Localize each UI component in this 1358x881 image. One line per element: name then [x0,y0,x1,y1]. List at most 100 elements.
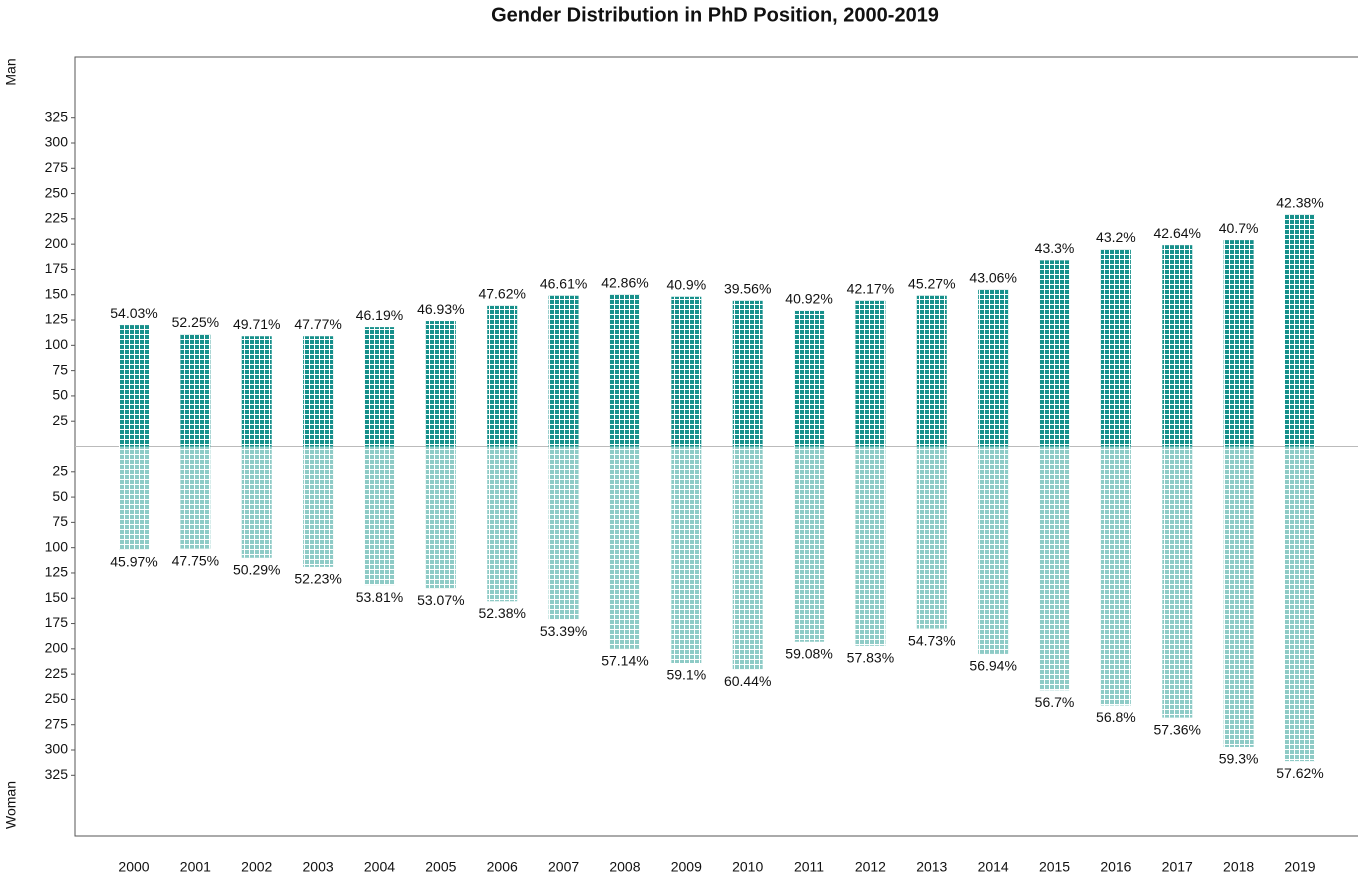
y-tick-label: 300 [45,741,69,757]
share-label: 54.03% [110,305,157,321]
bar-cells [487,305,518,447]
bar-cells [1223,240,1254,447]
share-label: 45.27% [908,275,955,291]
bar-cells [364,327,395,447]
y-label-top: Man [3,58,19,85]
share-label: 42.86% [601,274,648,290]
bar-cells [671,446,702,664]
y-label-bottom: Woman [3,781,19,829]
share-label: 56.8% [1096,709,1136,725]
x-tick-label: 2003 [303,859,334,875]
share-label: 39.56% [724,281,771,297]
bar-cells [180,334,211,447]
share-label: 46.19% [356,307,403,323]
bar-cells [1100,249,1131,447]
x-tick-label: 2008 [609,859,640,875]
y-tick-label: 250 [45,690,69,706]
bar-cells [855,446,886,646]
y-tick-label: 150 [45,589,69,605]
y-tick-label: 100 [45,336,69,352]
share-label: 43.2% [1096,229,1136,245]
y-tick-label: 200 [45,235,69,251]
share-label: 60.44% [724,673,771,689]
y-tick-label: 175 [45,614,69,630]
share-label: 49.71% [233,316,280,332]
bar-cells [1100,446,1131,706]
y-tick-label: 200 [45,640,69,656]
bar-cells [1162,245,1193,447]
x-tick-label: 2013 [916,859,947,875]
y-tick-label: 75 [52,513,68,529]
y-tick-label: 250 [45,184,69,200]
y-tick-label: 325 [45,766,69,782]
x-tick-label: 2011 [794,859,824,875]
x-tick-label: 2010 [732,859,763,875]
share-label: 45.97% [110,553,157,569]
bar-cells [1285,446,1315,762]
y-tick-label: 275 [45,715,69,731]
bar-cells [794,310,825,447]
share-label: 42.64% [1154,225,1201,241]
bar-cells [548,295,579,447]
share-label: 53.39% [540,623,587,639]
bar-cells [425,321,456,447]
bar-cells [548,446,579,620]
x-tick-label: 2002 [241,859,272,875]
y-tick-label: 100 [45,538,69,554]
bar-cells [241,336,272,447]
bar-cells [732,300,763,447]
y-tick-label: 50 [52,488,68,504]
bar-cells [794,446,825,642]
x-tick-label: 2005 [425,859,456,875]
share-label: 53.07% [417,592,464,608]
bar-cells [241,446,272,558]
bar-cells [855,300,886,447]
y-tick-label: 125 [45,311,69,327]
chart-title: Gender Distribution in PhD Position, 200… [491,4,939,26]
y-tick-label: 325 [45,108,69,124]
bar-cells [978,289,1009,447]
y-tick-label: 25 [52,462,68,478]
share-label: 56.7% [1035,694,1075,710]
share-label: 53.81% [356,589,403,605]
x-tick-label: 2018 [1223,859,1254,875]
share-label: 40.7% [1219,220,1259,236]
bar-cells [671,296,702,447]
x-tick-label: 2006 [487,859,518,875]
y-tick-label: 225 [45,210,69,226]
x-tick-label: 2007 [548,859,579,875]
share-label: 59.1% [666,667,706,683]
share-label: 57.83% [847,650,894,666]
y-tick-label: 75 [52,361,68,377]
x-tick-label: 2000 [118,859,149,875]
share-label: 46.61% [540,275,587,291]
bar-cells [1039,260,1070,447]
bar-cells [303,336,334,447]
y-tick-label: 150 [45,285,69,301]
y-tick-label: 225 [45,665,69,681]
bar-cells [303,446,334,567]
share-label: 52.38% [478,605,525,621]
y-tick-label: 300 [45,134,69,150]
x-tick-label: 2015 [1039,859,1070,875]
x-tick-label: 2017 [1162,859,1193,875]
bar-cells [732,446,763,670]
bar-cells [916,295,947,447]
share-label: 59.08% [785,645,832,661]
share-label: 47.75% [172,552,219,568]
share-label: 59.3% [1219,751,1259,767]
y-tick-label: 25 [52,412,68,428]
bar-cells [487,446,518,602]
bar-cells [180,446,211,549]
share-label: 56.94% [969,658,1016,674]
y-tick-label: 50 [52,387,68,403]
y-tick-label: 175 [45,260,69,276]
bar-cells [609,446,640,649]
share-label: 47.77% [294,316,341,332]
bar-cells [425,446,456,589]
share-label: 54.73% [908,632,955,648]
x-tick-label: 2012 [855,859,886,875]
share-label: 47.62% [478,286,525,302]
bar-cells [119,446,149,550]
